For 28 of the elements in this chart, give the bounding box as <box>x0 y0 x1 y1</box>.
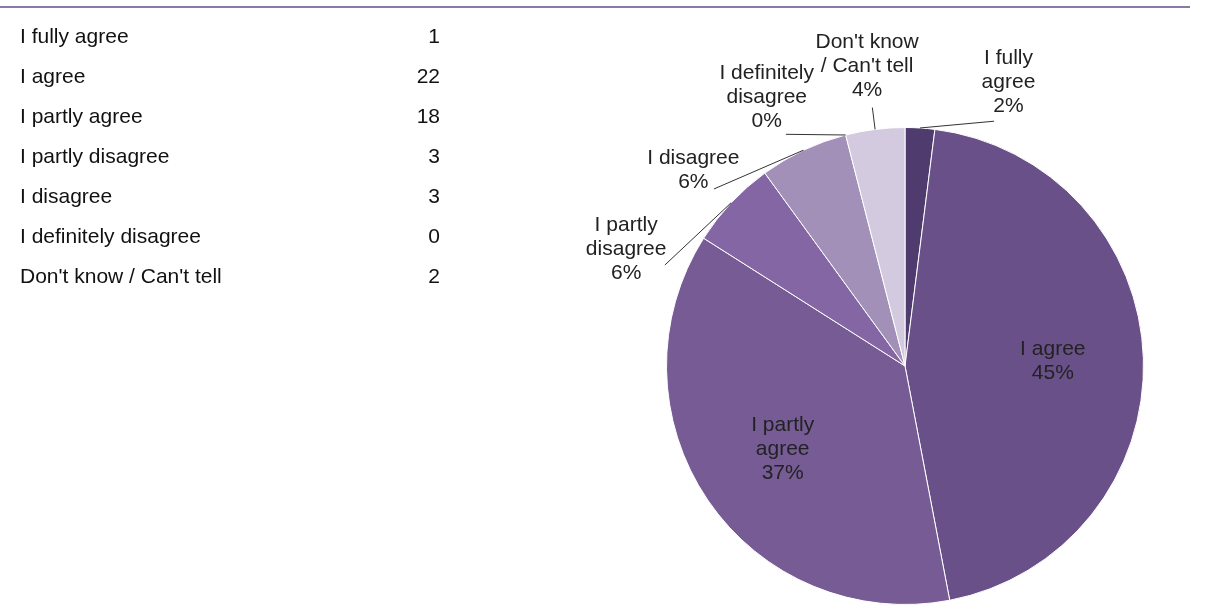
slice-label: I partly agree <box>751 411 815 459</box>
category-label: I fully agree <box>20 24 129 47</box>
text: 18 <box>416 103 440 129</box>
category-label: Don't know / Can't tell <box>20 264 222 287</box>
data-label: 45% <box>1031 360 1074 384</box>
text: 2 <box>428 263 440 289</box>
slice-label: I partly disagree <box>585 211 667 259</box>
slice-label: Don't know / Can't tell <box>815 28 920 76</box>
data-label: 37% <box>761 459 804 483</box>
slice-label: I disagree <box>647 144 740 168</box>
data-label: 6% <box>678 168 709 192</box>
category-label: I partly agree <box>20 104 143 127</box>
text: 3 <box>428 183 440 209</box>
text: 0% <box>751 107 782 131</box>
data-label: 6% <box>610 259 642 283</box>
data-label: 4% <box>851 76 883 100</box>
category-label: I agree <box>20 64 86 87</box>
slice-label: I agree <box>1020 336 1086 360</box>
text: 0 <box>428 223 440 249</box>
text: 22 <box>416 63 440 89</box>
category-label: I definitely disagree <box>719 59 815 107</box>
category-label: I disagree <box>20 184 113 207</box>
text: 3 <box>428 143 440 169</box>
category-label: I definitely disagree <box>20 224 201 247</box>
text: 1 <box>428 23 440 49</box>
slice-label: I fully agree <box>981 44 1036 92</box>
category-label: I partly disagree <box>20 144 170 167</box>
data-label: 2% <box>993 92 1024 116</box>
